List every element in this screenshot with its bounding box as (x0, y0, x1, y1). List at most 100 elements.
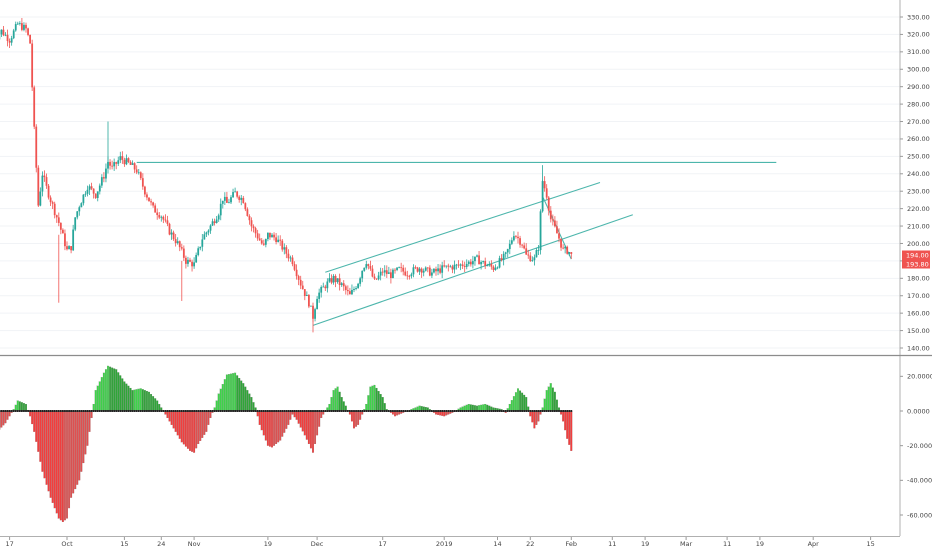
candle-body (156, 212, 159, 216)
oscillator-zero-marker (554, 410, 556, 412)
oscillator-zero-marker (324, 410, 327, 412)
candle-body (98, 185, 101, 192)
oscillator-bar (523, 394, 526, 412)
oscillator-zero-marker (402, 410, 405, 412)
oscillator-zero-marker (203, 410, 206, 412)
oscillator-zero-marker (178, 410, 181, 412)
oscillator-bar (76, 410, 79, 485)
price-tick-label: 280.00 (907, 100, 930, 108)
oscillator-zero-marker (371, 410, 374, 412)
oscillator-zero-marker (109, 410, 111, 412)
time-tick-label: 19 (756, 540, 764, 548)
oscillator-bar (307, 410, 310, 445)
oscillator-bar (180, 410, 183, 443)
candle-body (330, 278, 333, 283)
candle-body (293, 264, 296, 270)
oscillator-bar (178, 410, 181, 439)
candle-body (35, 126, 38, 168)
oscillator-bar (74, 410, 77, 490)
candle-body (146, 194, 148, 198)
oscillator-zero-marker (74, 410, 77, 412)
oscillator-bar (365, 403, 368, 412)
oscillator-bar (369, 386, 372, 412)
candle-body (484, 261, 487, 267)
oscillator-bar (166, 410, 169, 419)
oscillator-axis[interactable]: 20.0000 0.0000 -20.0000 -40.0000 -60.0000 (900, 373, 932, 520)
oscillator-bar (43, 410, 46, 479)
oscillator-bar (152, 396, 155, 412)
oscillator-bar (375, 387, 378, 412)
oscillator-bar (154, 398, 157, 412)
oscillator-zero-marker (506, 410, 509, 412)
oscillator-zero-marker (424, 410, 427, 412)
time-tick-label: 19 (264, 540, 272, 548)
oscillator-zero-marker (517, 410, 519, 412)
oscillator-bar (273, 410, 276, 446)
candle-body (123, 159, 126, 165)
price-pane (0, 16, 900, 349)
oscillator-zero-marker (414, 410, 417, 412)
oscillator-bar (508, 403, 511, 412)
oscillator-bar (287, 410, 290, 425)
osc-tick-label: -60.0000 (907, 511, 932, 519)
candle-body (334, 275, 337, 283)
oscillator-bar (45, 410, 48, 485)
candle-body (178, 241, 181, 248)
oscillator-zero-marker (49, 410, 52, 412)
oscillator-zero-marker (316, 410, 318, 412)
oscillator-zero-marker (459, 410, 462, 412)
price-tick-label: 260.00 (907, 135, 930, 143)
oscillator-zero-marker (283, 410, 286, 412)
trendline-channel-lower[interactable] (312, 214, 633, 326)
oscillator-zero-marker (502, 410, 505, 412)
time-axis[interactable]: 17 Oct 15 24 Nov 19 Dec 17 2019 14 22 Feb 11 19 Mar 11 1… (5, 537, 875, 548)
oscillator-zero-marker (238, 410, 241, 412)
trendline-channel-upper[interactable] (325, 181, 601, 273)
candle-body (244, 203, 247, 210)
candle-body (510, 240, 513, 244)
oscillator-zero-marker (363, 410, 366, 412)
candle-body (543, 181, 546, 189)
price-tick-label: 230.00 (907, 188, 930, 196)
candle-body (162, 216, 165, 220)
candle-body (166, 220, 169, 224)
oscillator-bar (549, 383, 552, 412)
oscillator-bar (260, 410, 263, 431)
candle-body (539, 211, 542, 251)
candle-body (443, 265, 446, 267)
oscillator-bar (314, 410, 317, 445)
price-tick-label: 250.00 (907, 153, 930, 161)
candle-body (262, 243, 265, 245)
current-price-tag (902, 250, 930, 260)
candle-body (195, 254, 198, 263)
price-tick-label: 180.00 (907, 275, 930, 283)
candle-body (455, 264, 458, 266)
oscillator-bar (6, 410, 9, 420)
candle-body (392, 269, 394, 278)
oscillator-bar (16, 400, 19, 412)
oscillator-bar (96, 385, 99, 412)
oscillator-zero-marker (160, 410, 163, 412)
candle-body (478, 255, 480, 265)
oscillator-zero-marker (33, 410, 36, 412)
candle-body (537, 250, 540, 251)
candle-body (8, 40, 11, 43)
oscillator-zero-marker (562, 410, 564, 412)
oscillator-bar (20, 402, 23, 412)
time-tick-label: Dec (311, 540, 324, 548)
candle-body (299, 279, 302, 286)
oscillator-zero-marker (168, 410, 171, 412)
candle-body (504, 252, 507, 254)
oscillator-bar (168, 410, 171, 422)
oscillator-bar (47, 410, 50, 492)
candle-body (465, 263, 468, 267)
candle-body (383, 270, 386, 273)
oscillator-bar (240, 380, 243, 412)
candle-body (234, 191, 236, 193)
candle-body (64, 233, 66, 247)
oscillator-bar (340, 397, 343, 412)
time-tick-label: 17 (379, 540, 387, 548)
oscillator-bar (266, 410, 269, 446)
candle-body (191, 261, 193, 267)
candle-body (342, 283, 345, 287)
